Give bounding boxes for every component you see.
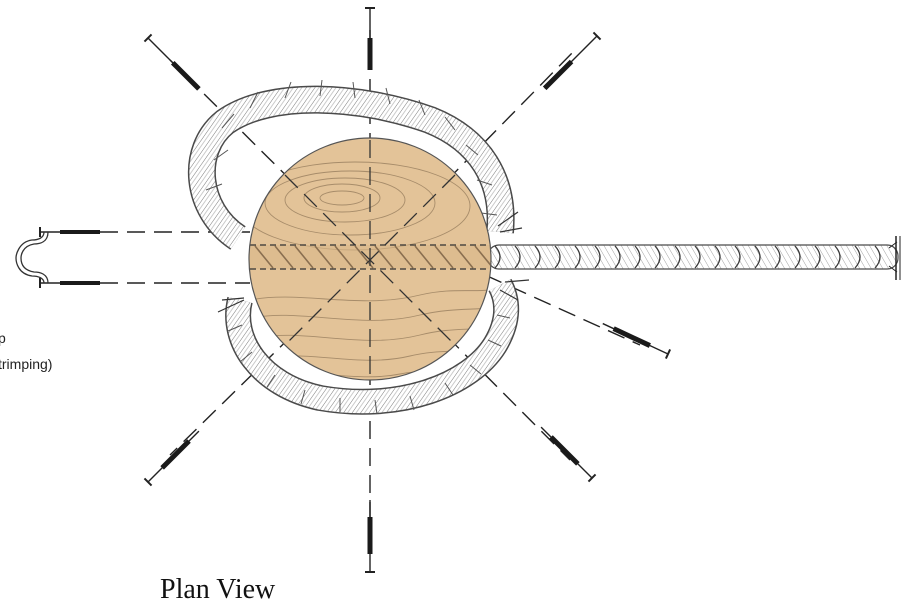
nail-icon bbox=[540, 426, 597, 483]
nail-icon bbox=[602, 322, 672, 359]
nail-icon bbox=[143, 33, 201, 91]
rope-loop bbox=[187, 79, 530, 415]
rope-tail bbox=[487, 236, 901, 280]
diagram-caption: Plan View bbox=[160, 574, 276, 605]
log-cross-section bbox=[248, 137, 492, 381]
nail-icon bbox=[143, 430, 200, 487]
nails-group bbox=[39, 7, 672, 573]
callout-text-line-1: p bbox=[0, 330, 6, 346]
nail-icon bbox=[365, 7, 375, 70]
nail-icon bbox=[365, 500, 375, 573]
nail-icon bbox=[39, 227, 100, 237]
nail-icon bbox=[542, 31, 602, 91]
callout-text-line-2: trimping) bbox=[0, 356, 53, 372]
u-clamp-icon bbox=[15, 231, 49, 284]
nail-icon bbox=[39, 278, 100, 288]
